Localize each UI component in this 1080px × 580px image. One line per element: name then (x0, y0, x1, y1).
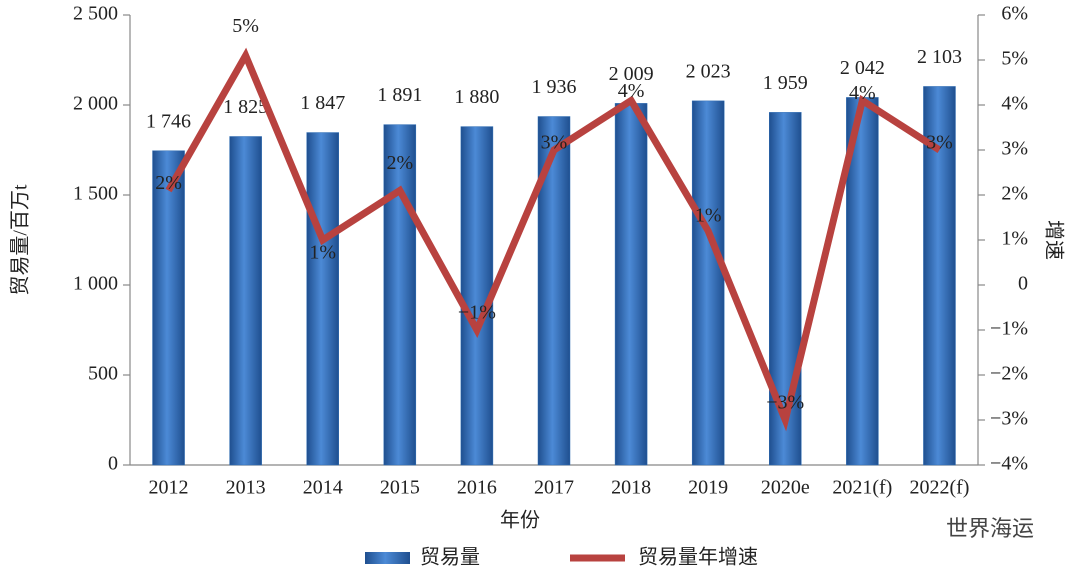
bar (460, 126, 494, 466)
y2-tick-label: −1% (990, 318, 1028, 340)
legend-label: 贸易量年增速 (638, 546, 758, 569)
y2-tick-label: 5% (1001, 48, 1028, 70)
x-tick-label: 2020e (761, 477, 810, 499)
y-tick-label: 1 000 (73, 273, 118, 295)
line-value-label: 1% (695, 205, 722, 227)
bar (229, 136, 262, 466)
bar-value-label: 1 847 (300, 92, 345, 114)
line-value-label: 5% (232, 15, 259, 37)
bar-value-label: 1 825 (223, 96, 268, 118)
line-value-label: −1% (458, 302, 496, 324)
y-axis-title: 贸易量/百万t (9, 184, 32, 296)
y2-tick-label: −2% (990, 363, 1028, 385)
x-tick-label: 2018 (611, 477, 651, 499)
y-tick-label: 1 500 (73, 183, 118, 205)
line-value-label: 2% (386, 152, 413, 174)
line-value-label: 4% (618, 80, 645, 102)
watermark: 世界海运 (946, 517, 1034, 542)
line-value-label: 1% (309, 242, 336, 264)
y-tick-label: 2 000 (73, 93, 118, 115)
bar-value-label: 1 959 (763, 72, 808, 94)
y-tick-label: 2 500 (73, 3, 118, 25)
y2-axis-title: 增速 (1042, 220, 1065, 260)
line-value-label: 3% (541, 132, 568, 154)
y2-tick-label: 4% (1001, 93, 1028, 115)
growth-line (165, 47, 942, 432)
y-tick-label: 0 (108, 453, 118, 475)
y2-tick-label: −3% (990, 408, 1028, 430)
x-tick-label: 2019 (688, 477, 728, 499)
x-tick-label: 2015 (380, 477, 420, 499)
y-tick-label: 500 (88, 363, 118, 385)
line-value-label: 4% (849, 82, 876, 104)
line-value-label: 2% (155, 172, 182, 194)
bar-value-label: 2 009 (609, 63, 654, 85)
bar-value-label: 1 746 (146, 110, 191, 132)
bar-value-label: 1 936 (532, 76, 577, 98)
bar (614, 103, 648, 466)
y2-tick-label: 6% (1001, 3, 1028, 25)
legend-label: 贸易量 (420, 546, 480, 569)
bar-value-label: 1 891 (377, 84, 422, 106)
x-tick-label: 2013 (226, 477, 266, 499)
x-tick-label: 2017 (534, 477, 574, 499)
bar (306, 132, 339, 466)
bar-value-label: 2 103 (917, 46, 962, 68)
bar (383, 124, 417, 466)
legend-swatch (365, 552, 410, 564)
bar-value-label: 2 042 (840, 57, 885, 79)
x-tick-label: 2016 (457, 477, 497, 499)
bar (691, 100, 725, 466)
y2-tick-label: 3% (1001, 138, 1028, 160)
x-axis-title: 年份 (500, 509, 540, 532)
y2-tick-label: −4% (990, 453, 1028, 475)
bar (152, 150, 185, 466)
line-value-label: −3% (766, 392, 804, 414)
y2-tick-label: 2% (1001, 183, 1028, 205)
line-value-label: 3% (926, 132, 953, 154)
x-tick-label: 2012 (149, 477, 189, 499)
bar-value-label: 1 880 (454, 86, 499, 108)
y2-tick-label: 0 (1018, 273, 1028, 295)
x-tick-label: 2021(f) (832, 477, 892, 499)
y2-tick-label: 1% (1001, 228, 1028, 250)
bar-value-label: 2 023 (686, 60, 731, 82)
x-tick-label: 2022(f) (909, 477, 969, 499)
x-tick-label: 2014 (303, 477, 343, 499)
